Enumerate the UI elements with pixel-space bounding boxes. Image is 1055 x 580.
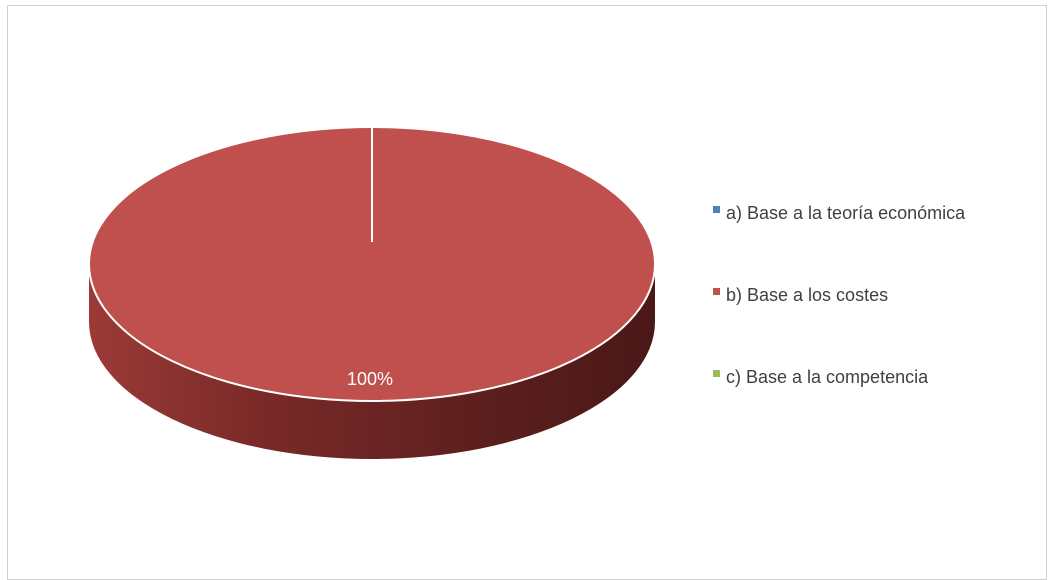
data-label: 100% bbox=[347, 369, 393, 389]
legend-swatch-b bbox=[713, 287, 720, 295]
pie-slice-side bbox=[89, 264, 655, 459]
legend-swatch-c bbox=[713, 369, 720, 377]
legend-item-b: b) Base a los costes bbox=[713, 280, 965, 310]
legend: a) Base a la teoría económica b) Base a … bbox=[713, 198, 965, 444]
legend-label-a: a) Base a la teoría económica bbox=[726, 202, 966, 223]
legend-item-c: c) Base a la competencia bbox=[713, 362, 965, 392]
legend-label-c: c) Base a la competencia bbox=[726, 366, 929, 387]
legend-label-b: b) Base a los costes bbox=[726, 284, 889, 305]
legend-swatch-a bbox=[713, 205, 720, 213]
legend-item-a: a) Base a la teoría económica bbox=[713, 198, 965, 228]
